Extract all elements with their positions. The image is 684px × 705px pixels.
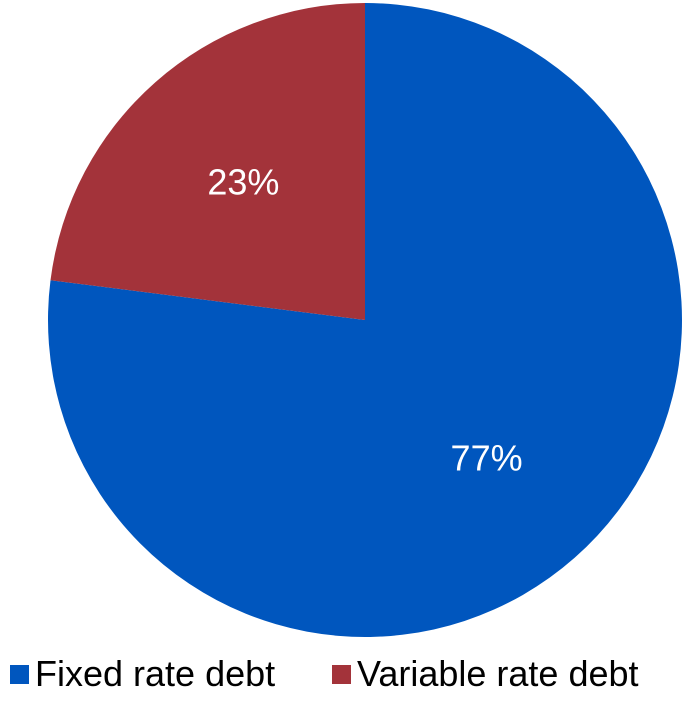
- legend-label-fixed-rate-debt: Fixed rate debt: [35, 653, 276, 694]
- legend-label-variable-rate-debt: Variable rate debt: [357, 653, 639, 694]
- pie-data-labels: 77% 23%: [207, 162, 522, 479]
- data-label-variable-rate-debt: 23%: [207, 162, 279, 203]
- legend: Fixed rate debt Variable rate debt: [0, 652, 684, 696]
- pie-slice-variable-rate-debt: [50, 3, 366, 320]
- legend-item-fixed-rate-debt: Fixed rate debt: [10, 652, 275, 696]
- legend-swatch-fixed-rate-debt: [10, 664, 29, 684]
- pie-slice-fixed-rate-debt: [47, 3, 683, 637]
- legend-item-variable-rate-debt: Variable rate debt: [332, 652, 639, 696]
- pie-chart: 77% 23%: [47, 3, 683, 637]
- legend-swatch-variable-rate-debt: [332, 664, 351, 684]
- data-label-fixed-rate-debt: 77%: [451, 437, 523, 478]
- pie-slices: [47, 3, 683, 637]
